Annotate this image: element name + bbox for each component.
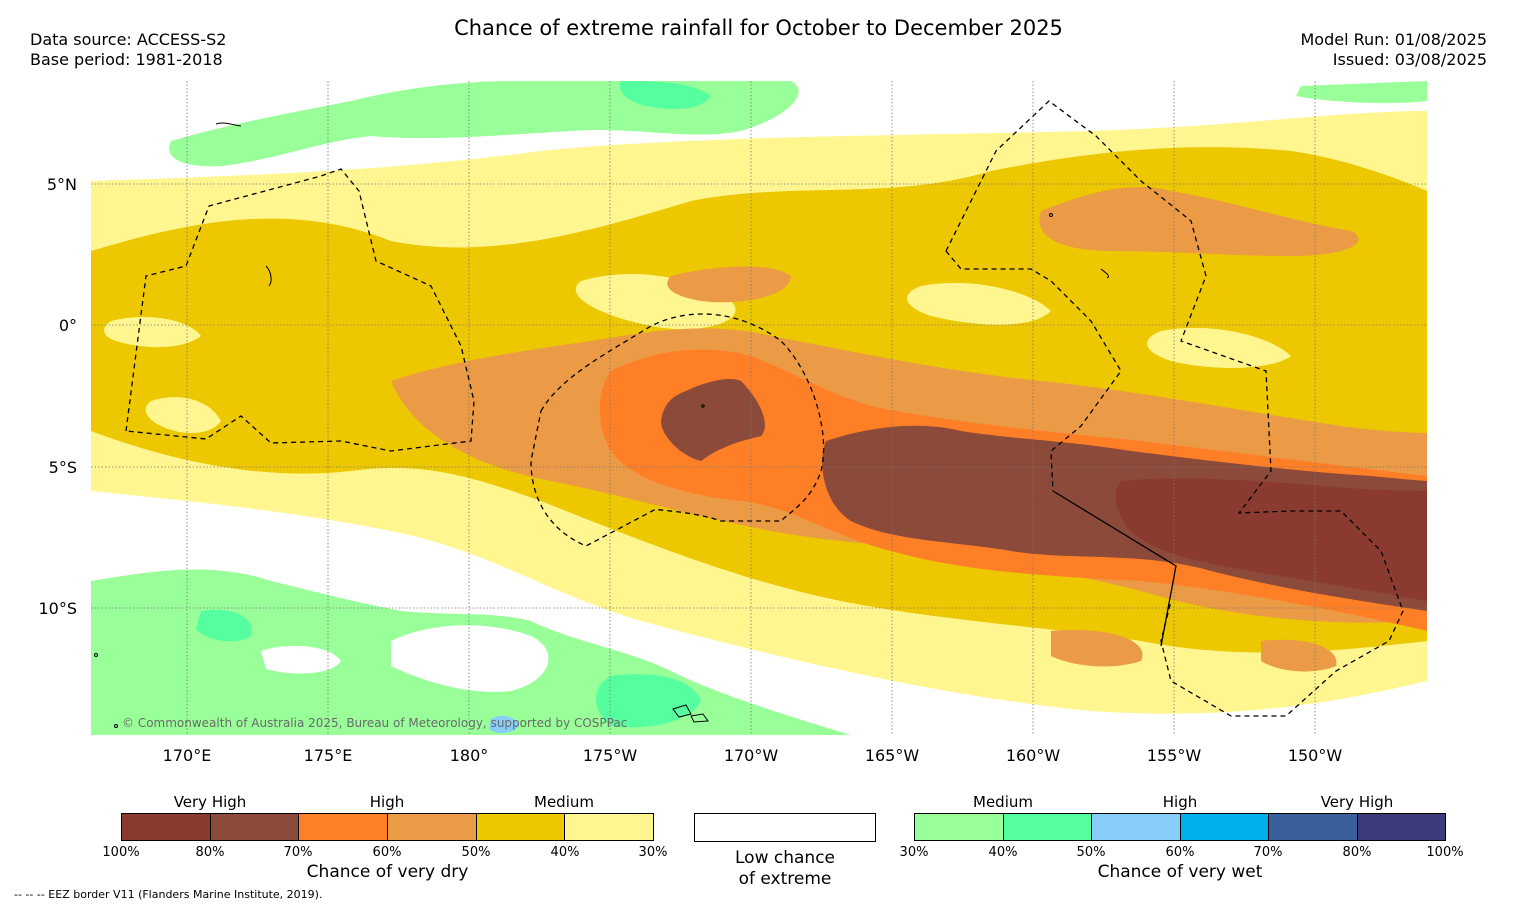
dry-swatch-2 (210, 814, 300, 840)
low-chance-region (261, 645, 341, 674)
wet-60-70-spot (489, 715, 519, 734)
dry-30-40-patch (907, 282, 1051, 325)
wet-swatch-2 (1003, 814, 1092, 840)
dry-swatch-5 (476, 814, 566, 840)
lat-label-5n: 5°N (46, 175, 77, 194)
dry-group-high: High (369, 793, 405, 811)
wet-40-50-north (619, 81, 711, 109)
wet-tick: 60% (1165, 845, 1195, 860)
lon-label-175w: 175°W (582, 746, 638, 765)
wet-tick: 50% (1076, 845, 1106, 860)
dry-tick: 70% (283, 845, 313, 860)
wet-group-medium: Medium (973, 793, 1033, 811)
lon-label-155w: 155°W (1146, 746, 1202, 765)
wet-group-high: High (1162, 793, 1198, 811)
dry-50-60-patch (667, 266, 791, 303)
wet-tick: 70% (1253, 845, 1283, 860)
dry-group-medium: Medium (534, 793, 594, 811)
wet-group-very-high: Very High (1320, 793, 1394, 811)
dry-swatch-3 (299, 814, 389, 840)
wet-30-40-ne (1296, 81, 1427, 104)
wet-swatch-5 (1269, 814, 1358, 840)
lon-label-175e: 175°E (303, 746, 353, 765)
low-chance-line1: Low chance (735, 848, 835, 868)
wet-tick: 40% (988, 845, 1018, 860)
data-source-text: Data source: ACCESS-S2 (30, 30, 227, 49)
wet-swatch-3 (1092, 814, 1181, 840)
lon-label-170w: 170°W (723, 746, 779, 765)
low-chance-region (391, 625, 549, 692)
eez-solid-border (1052, 490, 1177, 647)
low-chance-line2: of extreme (738, 869, 832, 889)
dry-70-80-core (661, 379, 765, 461)
data-source-info: Data source: ACCESS-S2 Base period: 1981… (30, 30, 226, 70)
dry-50-60-patch (1039, 187, 1359, 256)
lat-label-10s: 10°S (38, 599, 77, 618)
model-run-text: Model Run: 01/08/2025 (1300, 30, 1488, 49)
issued-text: Issued: 03/08/2025 (1332, 50, 1487, 69)
lon-label-150w: 150°W (1287, 746, 1343, 765)
dry-tick: 60% (372, 845, 402, 860)
rainfall-map: © Commonwealth of Australia 2025, Bureau… (91, 81, 1427, 735)
wet-tick: 30% (899, 845, 929, 860)
dry-30-40-patch (145, 397, 221, 433)
model-run-info: Model Run: 01/08/2025 Issued: 03/08/2025 (1301, 30, 1488, 70)
dry-legend-title: Chance of very dry (306, 862, 469, 882)
wet-40-50-south (596, 674, 701, 728)
copyright-text: © Commonwealth of Australia 2025, Bureau… (122, 716, 627, 730)
lon-label-180: 180° (449, 746, 489, 765)
wet-swatch-6 (1357, 814, 1445, 840)
low-chance-label: Low chance of extreme (694, 848, 876, 890)
eez-borders (125, 100, 1404, 717)
lon-label-160w: 160°W (1005, 746, 1061, 765)
wet-40-50-patch (196, 609, 252, 642)
low-chance-swatch (694, 813, 876, 842)
island-outlines (94, 122, 1109, 728)
dry-tick: 80% (195, 845, 225, 860)
dry-tick: 30% (638, 845, 668, 860)
eez-footnote: -- -- -- EEZ border V11 (Flanders Marine… (14, 888, 323, 901)
dry-30-40-patch (104, 316, 201, 348)
graticule (91, 81, 1427, 735)
dry-tick: 100% (102, 845, 140, 860)
dry-group-very-high: Very High (173, 793, 247, 811)
dry-swatch-4 (388, 814, 477, 840)
base-period-text: Base period: 1981-2018 (30, 50, 223, 69)
dry-tick: 40% (550, 845, 580, 860)
dry-tick: 50% (461, 845, 491, 860)
dry-50-60-patch (1051, 630, 1143, 667)
dry-colorbar (121, 813, 654, 841)
lon-label-170e: 170°E (162, 746, 212, 765)
dry-swatch-1 (122, 814, 211, 840)
dry-30-40-patch (1147, 327, 1291, 368)
dry-swatch-6 (565, 814, 654, 840)
dry-50-60-patch (1261, 639, 1337, 672)
wet-colorbar (914, 813, 1446, 841)
wet-swatch-1 (915, 814, 1004, 840)
wet-legend-title: Chance of very wet (1097, 862, 1263, 882)
wet-swatch-4 (1180, 814, 1269, 840)
page-title: Chance of extreme rainfall for October t… (454, 16, 1063, 40)
lat-label-0: 0° (58, 316, 77, 335)
wet-tick: 100% (1426, 845, 1464, 860)
wet-tick: 80% (1342, 845, 1372, 860)
lat-label-5s: 5°S (48, 458, 77, 477)
lon-label-165w: 165°W (864, 746, 920, 765)
dry-80-100-region (1115, 478, 1427, 601)
